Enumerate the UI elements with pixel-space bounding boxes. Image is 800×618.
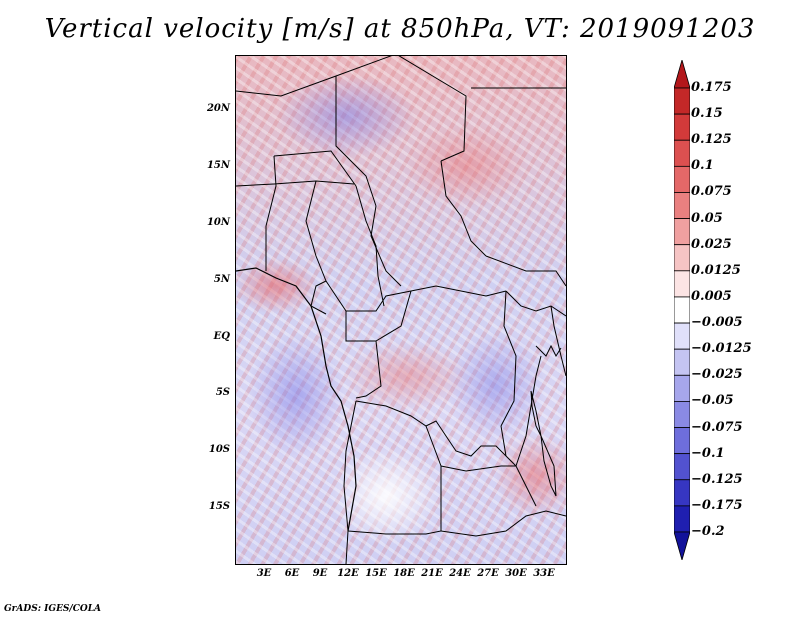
colorbar-bin [674, 453, 690, 481]
colorbar-label: −0.175 [691, 497, 743, 513]
latitude-label: 5S [215, 387, 230, 398]
colorbar-bin [674, 165, 690, 193]
colorbar-bin [674, 218, 690, 246]
colorbar [674, 60, 690, 560]
colorbar-label: 0.075 [691, 184, 732, 200]
longitude-label: 30E [505, 568, 527, 579]
colorbar-label: −0.125 [691, 471, 743, 487]
colorbar-label: −0.005 [691, 315, 743, 331]
colorbar-top-triangle [674, 60, 690, 89]
colorbar-bin [674, 270, 690, 298]
colorbar-bin [674, 322, 690, 350]
colorbar-bin [674, 374, 690, 402]
colorbar-bin [674, 479, 690, 507]
colorbar-bin [674, 427, 690, 455]
colorbar-bin [674, 139, 690, 167]
colorbar-bin [674, 505, 690, 533]
colorbar-bin [674, 296, 690, 324]
colorbar-bin [674, 87, 690, 115]
longitude-label: 21E [421, 568, 443, 579]
colorbar-bin [674, 192, 690, 219]
colorbar-label: 0.15 [691, 106, 723, 122]
colorbar-label: 0.125 [691, 132, 732, 148]
longitude-label: 27E [477, 568, 499, 579]
longitude-label: 15E [365, 568, 387, 579]
latitude-label: 10N [206, 217, 230, 228]
colorbar-label: 0.175 [691, 80, 732, 95]
footer-credit: GrADS: IGES/COLA [4, 604, 102, 614]
colorbar-bin [674, 401, 690, 428]
longitude-label: 12E [337, 568, 359, 579]
colorbar-label: −0.025 [691, 367, 743, 383]
latitude-label: 15S [208, 501, 230, 512]
colorbar-label: −0.1 [691, 445, 725, 461]
colorbar-label: −0.2 [691, 524, 725, 539]
colorbar-label: 0.005 [691, 288, 732, 304]
colorbar-label: −0.075 [691, 419, 743, 435]
colorbar-label: 0.0125 [691, 262, 741, 278]
vertical-velocity-map [235, 55, 567, 565]
colorbar-bin [674, 113, 690, 141]
latitude-label: 15N [206, 160, 230, 171]
colorbar-label: 0.025 [691, 236, 732, 252]
country-boundaries [236, 56, 566, 564]
colorbar-bottom-triangle [674, 531, 690, 560]
longitude-label: 33E [533, 568, 555, 579]
longitude-label: 6E [284, 568, 300, 579]
colorbar-bin [674, 348, 690, 376]
latitude-label: 20N [206, 103, 230, 114]
map-title: Vertical velocity [m/s] at 850hPa, VT: 2… [44, 14, 756, 44]
longitude-label: 3E [256, 568, 272, 579]
longitude-label: 24E [449, 568, 471, 579]
latitude-label: 5N [213, 274, 230, 285]
longitude-label: 9E [312, 568, 328, 579]
latitude-label: 10S [208, 444, 230, 455]
longitude-label: 18E [393, 568, 415, 579]
colorbar-bin [674, 244, 690, 272]
latitude-label: EQ [213, 331, 230, 342]
colorbar-label: −0.0125 [691, 341, 752, 357]
colorbar-label: 0.1 [691, 158, 714, 174]
colorbar-label: −0.05 [691, 393, 734, 409]
colorbar-label: 0.05 [691, 210, 723, 226]
